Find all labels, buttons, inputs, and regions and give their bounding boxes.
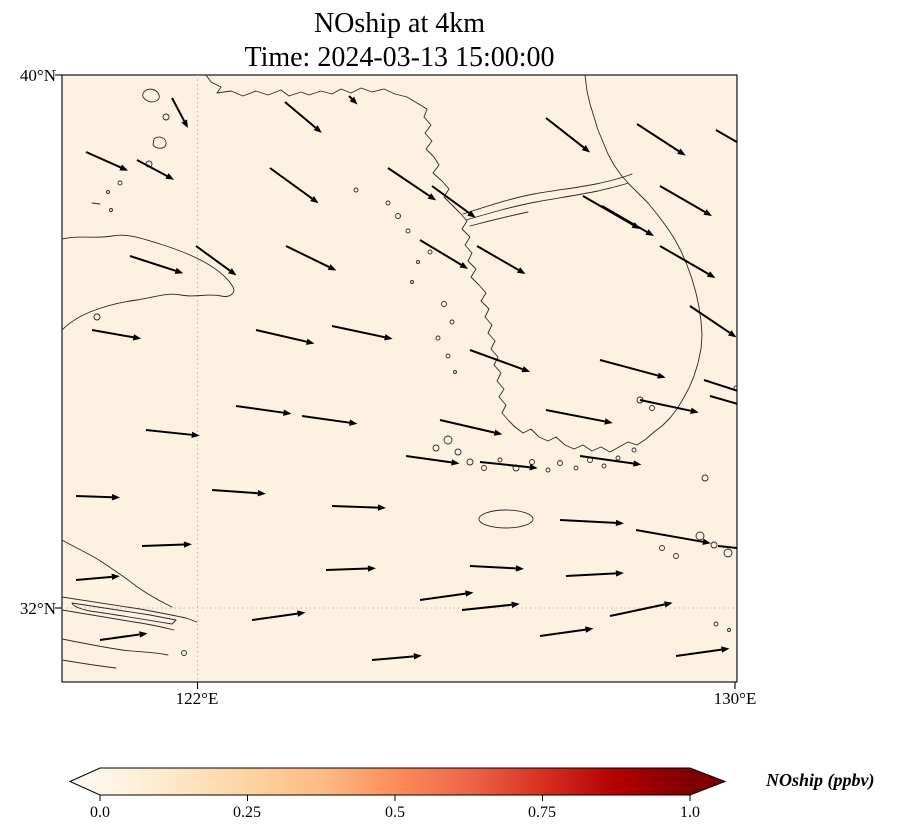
jeju-island xyxy=(478,509,534,529)
south-coast-islands xyxy=(432,435,637,473)
river-lines xyxy=(462,173,633,227)
y-tick-label-40n: 40°N xyxy=(19,66,56,85)
colorbar xyxy=(68,767,727,801)
colorbar-tick-0: 0.0 xyxy=(90,804,110,821)
colorbar-tick-05: 0.5 xyxy=(385,804,405,821)
x-tick-label-122e: 122°E xyxy=(175,689,219,708)
china-coastline xyxy=(62,539,198,669)
southeast-islands xyxy=(636,385,737,632)
y-tick-label-32n: 32°N xyxy=(19,599,56,618)
colorbar-label: NOship (ppbv) xyxy=(766,770,875,790)
plot-title-line2: Time: 2024-03-13 15:00:00 xyxy=(244,42,555,73)
yellow-sea-islands xyxy=(353,187,457,374)
plot-title-line1: NOship at 4km xyxy=(313,8,486,39)
colorbar-tick-marks xyxy=(99,795,691,801)
map-background xyxy=(61,74,738,683)
colorbar-tick-075: 0.75 xyxy=(528,804,556,821)
colorbar-tick-1: 1.0 xyxy=(680,804,700,821)
wind-vector-arrows xyxy=(75,95,737,661)
axis-tick-marks xyxy=(55,74,736,689)
x-tick-label-130e: 130°E xyxy=(713,689,757,708)
graticule-gridlines xyxy=(62,75,737,682)
colorbar-bar xyxy=(68,767,727,796)
korea-coastline xyxy=(205,75,703,453)
colorbar-tick-025: 0.25 xyxy=(233,804,261,821)
shandong-coastline xyxy=(62,234,235,331)
coastlines xyxy=(62,75,737,669)
